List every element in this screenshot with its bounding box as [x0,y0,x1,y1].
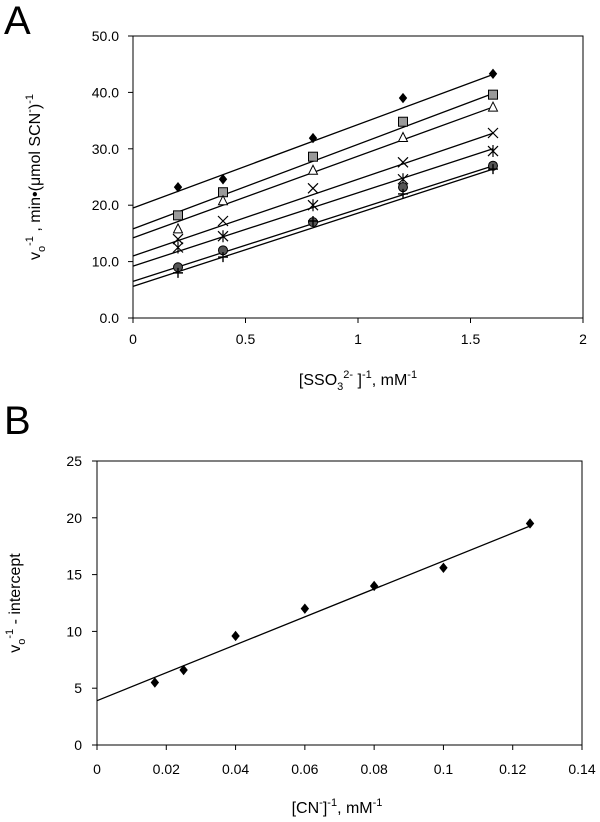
data-point-b-series-1 [231,630,240,642]
x-axis-title-a-post2: , mM [372,372,408,389]
y-axis-title-a-sup: -1 [24,236,36,246]
x-tick-label-a: 1 [354,331,362,347]
panel-label-b: B [4,399,31,443]
data-point-a-series-7 [488,164,498,175]
x-axis-title-a-pre: [SSO [299,372,337,389]
y-tick-label-b: 15 [66,567,82,583]
data-point-a-series-5 [487,145,499,158]
data-point-a-series-3 [307,164,319,175]
x-tick-label-a: 0.5 [236,331,256,347]
y-tick-label-a: 50.0 [92,28,119,44]
plot-area-b [96,460,583,746]
panel-label-a: A [4,0,31,43]
data-point-a-series-2 [398,116,408,127]
x-tick-label-b: 0.1 [434,761,454,777]
y-tick-label-b: 20 [66,510,82,526]
x-tick-label-b: 0.02 [153,761,180,777]
x-axis-title-b-post2: , mM [337,800,373,817]
data-point-b-series-1 [439,562,448,573]
y-tick-label-b: 25 [66,453,82,469]
x-tick-label-b: 0 [93,761,101,777]
data-point-b-series-1 [369,580,379,592]
data-point-a-series-7 [308,215,318,226]
x-axis-title-a-sup3: -1 [407,369,417,381]
data-point-a-series-4 [217,215,229,227]
y-tick-label-b: 5 [74,680,82,696]
y-tick-label-a: 20.0 [92,197,119,213]
x-tick-label-a: 2 [579,331,587,347]
y-axis-title-b-pre: v [7,645,24,653]
data-point-a-series-4 [397,156,409,168]
x-axis-title-b-sup2: -1 [327,797,337,809]
fit-line-b-series-1 [96,525,531,702]
y-axis-title-a-post: , min•(μmol SCN [27,113,44,236]
y-tick-label-a: 40.0 [92,84,119,100]
data-point-a-series-2 [173,210,183,221]
y-tick-label-b: 0 [74,737,82,753]
fit-line-a-series-4 [132,132,494,257]
data-point-a-series-1 [488,68,498,79]
x-axis-title-a: [SSO32- ]-1, mM-1 [299,369,417,393]
data-point-a-series-2 [308,151,318,162]
x-axis-title-b-sup: - [319,797,323,809]
data-point-a-series-2 [488,89,498,100]
data-point-a-series-7 [398,188,408,199]
x-tick-label-a: 1.5 [461,331,481,347]
data-point-a-series-3 [487,100,499,112]
y-axis-title-a-pre: v [27,252,44,260]
data-point-a-series-5 [307,199,319,212]
data-point-a-series-7 [173,267,183,278]
data-point-a-series-1 [308,132,318,144]
y-tick-label-b: 10 [66,623,82,639]
y-axis-title-a-sub: o [36,246,48,252]
data-point-a-series-4 [487,127,499,139]
x-tick-label-b: 0.04 [222,761,249,777]
y-axis-title-a-post2: ) [27,104,44,109]
fit-line-a-series-7 [132,168,494,288]
y-axis-title-b-post: - intercept [7,553,24,629]
data-point-a-series-1 [218,174,228,185]
x-tick-label-b: 0.06 [291,761,318,777]
data-point-a-series-3 [172,222,184,234]
x-axis-title-a-post: ] [353,372,362,389]
y-tick-label-a: 0.0 [100,310,120,326]
x-tick-label-a: 0 [129,331,137,347]
x-axis-title-b-post: ] [323,800,327,817]
data-point-a-series-5 [217,230,229,243]
data-point-a-series-1 [173,181,183,193]
y-axis-title-b-sup: -1 [4,629,16,639]
data-point-b-series-1 [150,677,160,688]
y-tick-label-a: 30.0 [92,141,119,157]
x-axis-title-b-sup3: -1 [373,797,383,809]
chart-panel-a: 0.0 10.0 20.0 30.0 40.0 50.0 0 0.5 1 1.5 2 [SSO32- … [24,28,587,393]
y-axis-title-a-sup3: -1 [24,94,36,104]
data-point-a-series-3 [217,194,229,206]
data-point-b-series-1 [300,603,310,614]
chart-panel-b: 0 5 10 15 20 25 0 0.02 0.04 0.06 0.08 0.1 0.12 0.14 [C… [4,453,596,817]
data-point-a-series-4 [307,182,319,194]
y-axis-title-a-sup2: - [24,109,36,113]
x-axis-title-a-sub: 3 [337,381,343,393]
x-axis-title-a-sup2: -1 [362,369,372,381]
data-point-b-series-1 [525,518,535,529]
x-axis-title-a-sup: 2- [343,369,353,381]
y-axis-title-b-sub: o [16,639,28,645]
data-point-b-series-1 [179,664,188,676]
y-axis-title-a: vo-1 , min•(μmol SCN-)-1 [24,94,48,260]
y-axis-title-b: vo-1 - intercept [4,553,28,653]
data-point-a-series-5 [172,241,184,254]
data-point-a-series-3 [397,131,409,143]
x-axis-title-b: [CN-]-1, mM-1 [292,797,383,817]
plot-area-a [132,35,584,319]
data-point-a-series-7 [218,252,228,263]
y-tick-label-a: 10.0 [92,254,119,270]
data-point-a-series-1 [398,92,408,104]
x-tick-label-b: 0.12 [499,761,526,777]
x-tick-label-b: 0.14 [568,761,595,777]
x-axis-title-b-pre: [CN [292,800,320,817]
x-tick-label-b: 0.08 [361,761,388,777]
data-point-a-series-4 [172,233,184,245]
